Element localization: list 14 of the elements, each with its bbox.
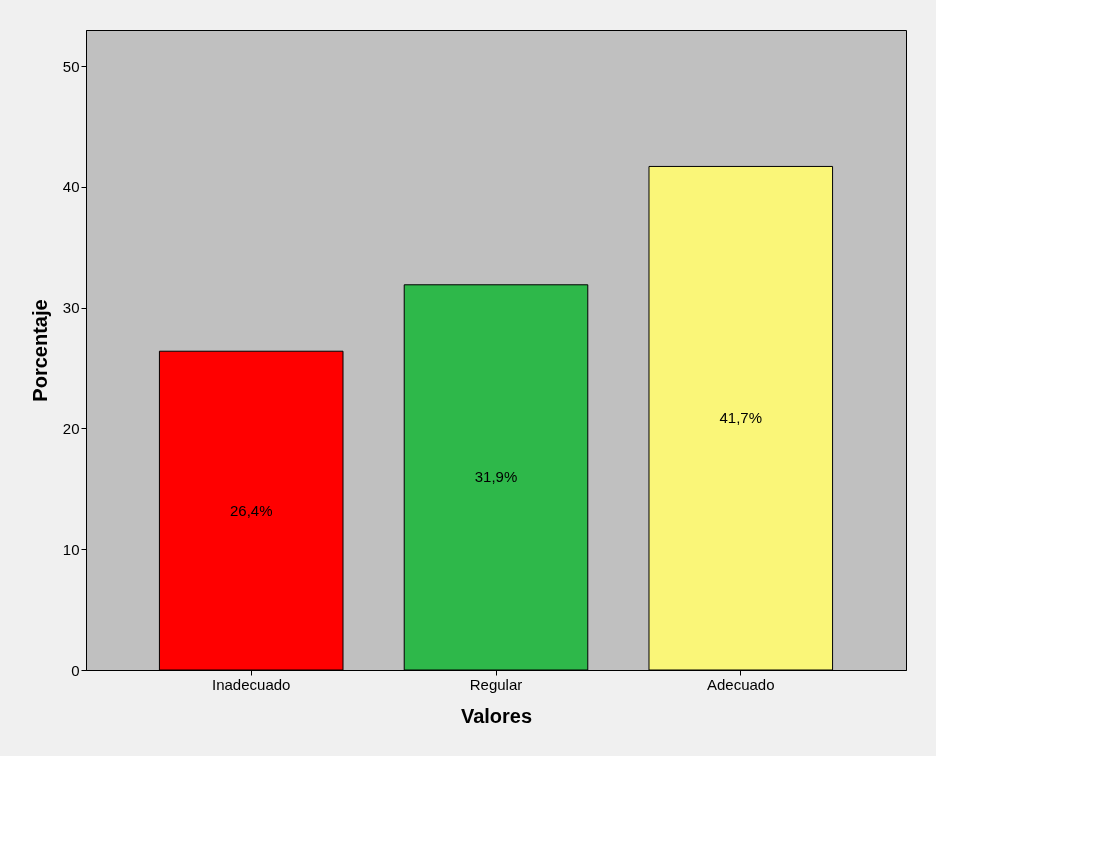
data-label: 31,9% [474,468,518,486]
x-axis-title: Valores [460,704,533,727]
y-axis-title: Porcentaje [28,299,51,402]
y-tick-label: 20 [62,419,80,437]
x-tick-label: Adecuado [706,675,775,693]
y-tick-label: 30 [62,299,80,317]
data-label: 41,7% [719,409,763,427]
x-tick-label: Regular [469,675,523,693]
y-tick-label: 40 [62,178,80,196]
x-tick-label: Inadecuado [212,675,291,693]
y-tick-label: 50 [62,57,80,75]
data-label: 26,4% [229,501,273,519]
y-tick-label: 0 [71,661,80,679]
y-tick-label: 10 [62,540,80,558]
